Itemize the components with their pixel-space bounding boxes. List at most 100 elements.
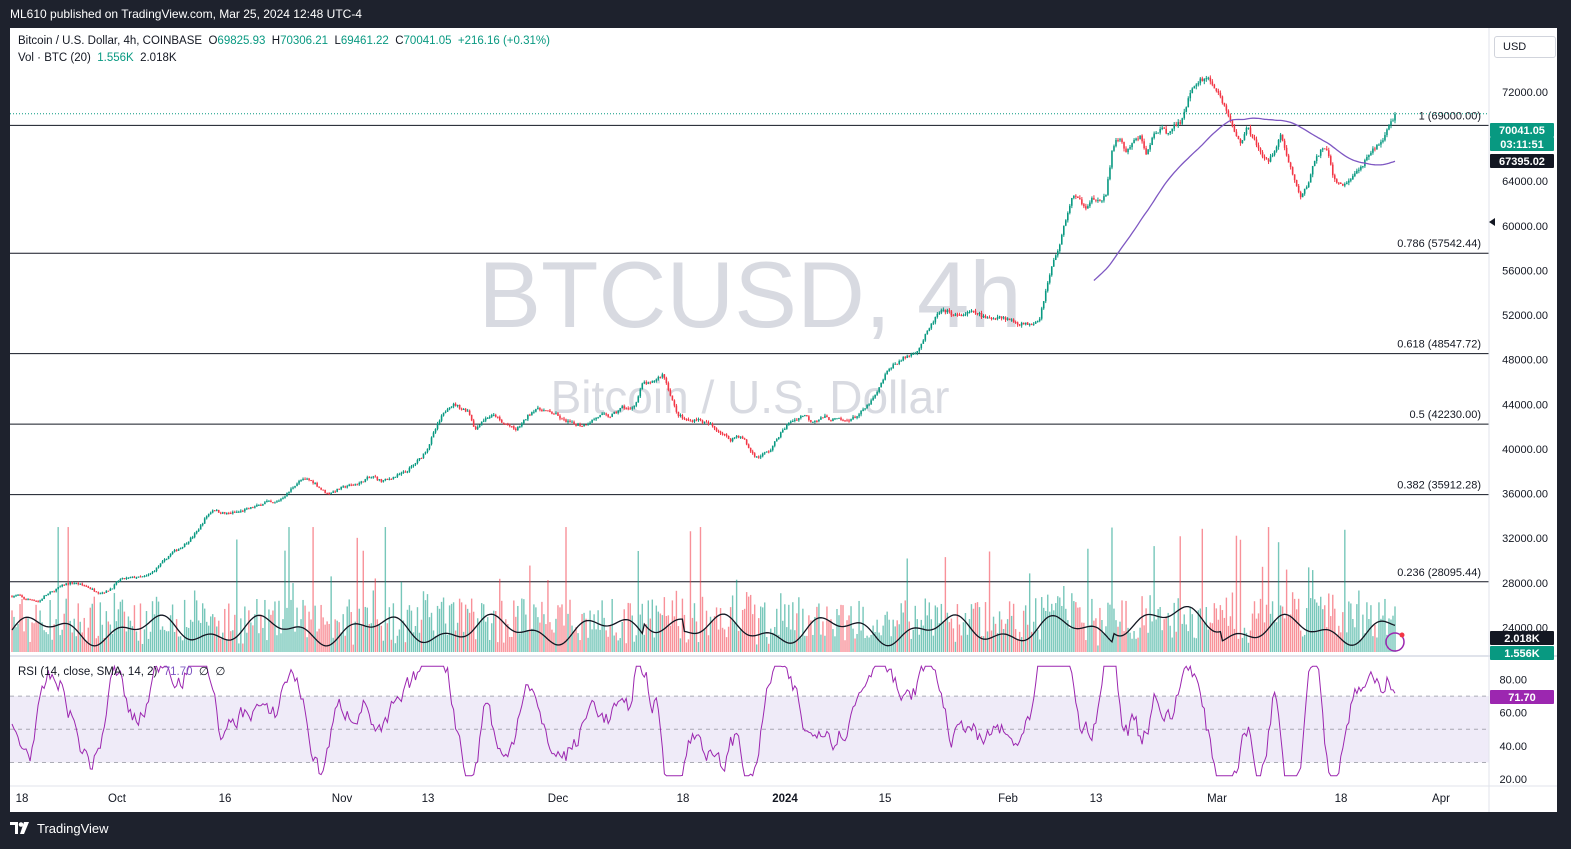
candle-body xyxy=(438,420,441,424)
candle-body xyxy=(745,439,748,445)
candle-body xyxy=(1360,166,1362,170)
low-value: 69461.22 xyxy=(340,35,389,47)
price-tick-label: 28000.00 xyxy=(1502,578,1548,590)
volume-bar xyxy=(450,603,453,652)
volume-bar xyxy=(402,620,405,652)
candle-body xyxy=(709,423,712,425)
volume-bar xyxy=(840,604,842,652)
candle-body xyxy=(1079,197,1081,200)
volume-bar xyxy=(543,614,545,652)
candle-body xyxy=(1321,148,1324,150)
volume-bar xyxy=(426,594,429,652)
candle-body xyxy=(908,355,911,357)
candle-body xyxy=(39,600,41,602)
volume-bar xyxy=(1091,598,1093,652)
volume-bar xyxy=(772,632,774,652)
volume-bar xyxy=(1153,546,1155,652)
candle-body xyxy=(1267,159,1270,162)
volume-bar xyxy=(900,603,902,652)
volume-bar xyxy=(454,630,457,652)
candle-body xyxy=(378,479,381,481)
candle-body xyxy=(448,407,451,410)
candle-body xyxy=(1366,157,1368,161)
volume-bar xyxy=(687,639,690,652)
volume-bar xyxy=(1000,619,1003,652)
candle-body xyxy=(944,309,947,313)
volume-bar xyxy=(651,599,654,652)
volume-bar xyxy=(266,640,268,652)
candle-body xyxy=(1329,156,1332,165)
volume-bar xyxy=(669,625,672,652)
candle-body xyxy=(73,583,76,585)
fibonacci-retracement[interactable]: 1 (69000.00) 0.786 (57542.44) 0.618 (48547… xyxy=(10,110,1489,583)
volume-bar xyxy=(798,597,800,652)
candle-body xyxy=(1225,105,1228,111)
candle-body xyxy=(585,424,587,426)
candle-body xyxy=(51,591,53,593)
candle-body xyxy=(960,315,963,317)
price-axis[interactable]: 76000.0072000.0068000.0064000.0060000.00… xyxy=(10,28,1557,812)
volume-bar xyxy=(424,600,427,652)
candle-body xyxy=(1113,146,1115,151)
candle-body xyxy=(1169,131,1171,134)
candle-body xyxy=(1317,155,1320,157)
tradingview-logo[interactable]: TradingView xyxy=(10,821,109,836)
chart-frame[interactable] xyxy=(10,28,1557,812)
volume-bar xyxy=(962,622,965,652)
candle-body xyxy=(641,383,644,390)
candle-body xyxy=(1243,134,1246,141)
candle-body xyxy=(519,426,521,428)
volume-bar xyxy=(701,596,704,652)
candle-body xyxy=(777,437,780,440)
candle-body xyxy=(1103,196,1105,201)
volume-bar xyxy=(1340,632,1342,652)
candle-body xyxy=(1177,122,1180,126)
close-value: 70041.05 xyxy=(403,35,452,47)
volume-bar xyxy=(884,614,886,652)
volume-bar xyxy=(573,630,575,652)
volume-bar xyxy=(926,615,929,652)
volume-bar xyxy=(236,539,238,652)
volume-bar xyxy=(386,623,389,652)
candle-body xyxy=(1085,206,1087,209)
volume-bar xyxy=(693,603,696,652)
currency-button[interactable]: USD xyxy=(1494,36,1556,58)
low-label: L xyxy=(334,35,341,47)
volume-bar xyxy=(480,603,483,652)
candle-body xyxy=(161,561,164,564)
volume-bar xyxy=(1069,628,1071,652)
volume-bar xyxy=(300,619,302,652)
volume-bar xyxy=(163,629,166,652)
volume-bar xyxy=(862,606,864,652)
candle-body xyxy=(1261,152,1264,157)
volume-bar xyxy=(649,618,652,652)
volume-legend[interactable]: Vol · BTC (20) 1.556K 2.018K xyxy=(18,52,177,64)
price-candles[interactable] xyxy=(11,75,1396,603)
volume-bar xyxy=(1165,616,1167,652)
candle-body xyxy=(1139,135,1141,140)
candle-body xyxy=(1350,179,1352,181)
symbol-legend[interactable]: Bitcoin / U.S. Dollar, 4h, COINBASE O698… xyxy=(18,35,550,47)
volume-bar xyxy=(854,638,856,652)
rsi-pane[interactable]: 80.00 60.00 40.00 20.00 xyxy=(10,664,1527,786)
volume-bar xyxy=(691,617,694,652)
candle-body xyxy=(659,377,662,379)
candle-body xyxy=(619,408,621,411)
candle-body xyxy=(107,590,110,592)
time-tick-label: 16 xyxy=(219,793,232,805)
rsi-legend[interactable]: RSI (14, close, SMA, 14, 2) 71.70 ∅ ∅ xyxy=(18,664,225,678)
volume-bar xyxy=(782,620,784,652)
volume-bar xyxy=(83,617,85,652)
volume-bar xyxy=(1111,527,1113,652)
candle-body xyxy=(607,414,609,417)
time-axis[interactable]: 18 Oct 16 Nov 13 Dec 18 2024 15 Feb 13 Mar 18 Apr xyxy=(16,793,1451,805)
volume-bar xyxy=(1277,542,1280,652)
volume-bar xyxy=(731,595,734,652)
candle-body xyxy=(1159,128,1161,133)
candle-body xyxy=(876,391,878,395)
candle-body xyxy=(533,411,535,413)
candle-body xyxy=(1386,129,1388,136)
candle-body xyxy=(1309,174,1312,183)
candle-body xyxy=(982,315,985,318)
